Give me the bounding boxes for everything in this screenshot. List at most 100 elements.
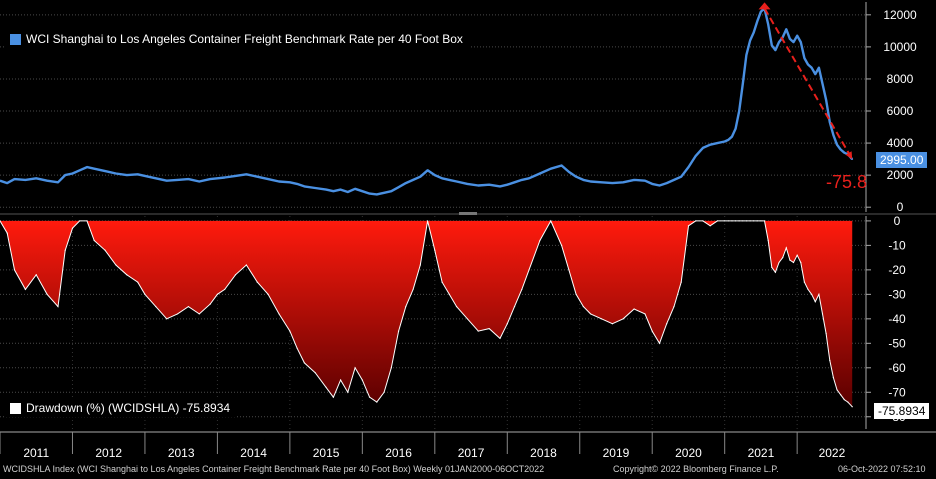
price-legend-swatch [10, 33, 21, 45]
drawdown-point [756, 220, 758, 222]
drawdown-point [633, 308, 635, 310]
price-point [209, 178, 211, 180]
price-point [216, 177, 219, 180]
drawdown-point [303, 362, 305, 364]
price-point [814, 73, 817, 75]
drawdown-point [296, 347, 298, 349]
price-point [383, 191, 385, 194]
drawdown-point [521, 288, 523, 291]
drawdown-point [57, 305, 59, 308]
drawdown-point [466, 318, 469, 320]
drawdown-point [71, 227, 74, 229]
drawdown-point [785, 247, 787, 249]
price-point [807, 63, 809, 66]
x-tick-label: 2022 [819, 446, 846, 460]
drawdown-point [695, 220, 697, 222]
drawdown-point [760, 220, 762, 222]
price-point [93, 167, 96, 170]
price-point [600, 181, 603, 184]
drawdown-point [144, 293, 146, 295]
price-line-layer [0, 2, 854, 196]
price-point [738, 110, 740, 112]
drawdown-point [651, 330, 653, 332]
drawdown-tick-label: -20 [888, 263, 906, 277]
drawdown-point [843, 399, 845, 401]
drawdown-point [753, 220, 755, 222]
x-tick-label: 2019 [603, 446, 630, 460]
footer-source: WCIDSHLA Index (WCI Shanghai to Los Ange… [3, 464, 545, 474]
price-point [506, 183, 509, 186]
x-tick-label: 2021 [748, 446, 775, 460]
drawdown-point [115, 264, 117, 266]
drawdown-point [561, 244, 563, 246]
drawdown-point [528, 269, 530, 271]
drawdown-point [405, 305, 407, 308]
price-point [760, 10, 762, 13]
price-tick-label: 8000 [887, 72, 914, 86]
drawdown-point [448, 293, 450, 295]
price-point [234, 175, 237, 177]
price-point [680, 175, 683, 178]
price-point [361, 190, 364, 192]
price-point [35, 177, 38, 180]
drawdown-point [6, 232, 8, 234]
drawdown-point [419, 264, 421, 266]
price-point [155, 177, 157, 180]
drawdown-area-layer [0, 219, 853, 408]
price-point [821, 82, 824, 85]
drawdown-point [332, 396, 334, 398]
drawdown-point [840, 394, 842, 396]
drawdown-point [644, 313, 646, 315]
panel-resize-handle [459, 212, 477, 215]
price-point [731, 135, 733, 138]
price-point [466, 183, 469, 185]
price-point [723, 140, 726, 143]
drawdown-point [789, 259, 791, 261]
drawdown-point [488, 328, 490, 330]
price-point [499, 185, 501, 188]
drawdown-point [289, 330, 291, 332]
price-point [560, 164, 563, 167]
drawdown-point [738, 220, 740, 222]
drawdown-point [325, 386, 327, 388]
drawdown-point [847, 401, 849, 403]
price-point [742, 82, 744, 85]
price-point [256, 175, 259, 178]
price-point [267, 178, 269, 180]
price-point [176, 179, 179, 181]
drawdown-point [93, 239, 95, 242]
price-point [325, 188, 327, 191]
drawdown-point [506, 323, 508, 325]
drawdown-point [825, 332, 827, 335]
drawdown-point [836, 389, 838, 391]
drawdown-legend-swatch [10, 402, 21, 414]
price-point [354, 187, 356, 190]
drawdown-point [245, 264, 247, 266]
price-tick-label: 4000 [887, 136, 914, 150]
x-tick-label: 2014 [240, 446, 267, 460]
price-point [513, 181, 516, 184]
drawdown-point [455, 305, 458, 308]
price-point [441, 177, 443, 180]
price-point [144, 175, 146, 177]
price-point [549, 167, 552, 170]
drawdown-point [278, 313, 280, 315]
price-point [785, 28, 788, 31]
drawdown-point [426, 220, 429, 222]
price-point [749, 39, 751, 42]
drawdown-arrow-head [845, 151, 853, 160]
price-tick-label: 0 [897, 200, 904, 214]
price-point [589, 180, 592, 183]
drawdown-point [658, 342, 661, 344]
x-tick-label: 2017 [458, 446, 485, 460]
drawdown-area [0, 220, 853, 407]
drawdown-point [86, 220, 88, 222]
price-point [6, 182, 9, 184]
drawdown-tick-label: 0 [894, 214, 901, 228]
price-point [528, 177, 530, 180]
drawdown-tick-label: -70 [888, 385, 906, 399]
price-point [611, 182, 614, 184]
price-point [770, 44, 773, 47]
price-point [828, 121, 831, 124]
drawdown-point [800, 261, 802, 264]
